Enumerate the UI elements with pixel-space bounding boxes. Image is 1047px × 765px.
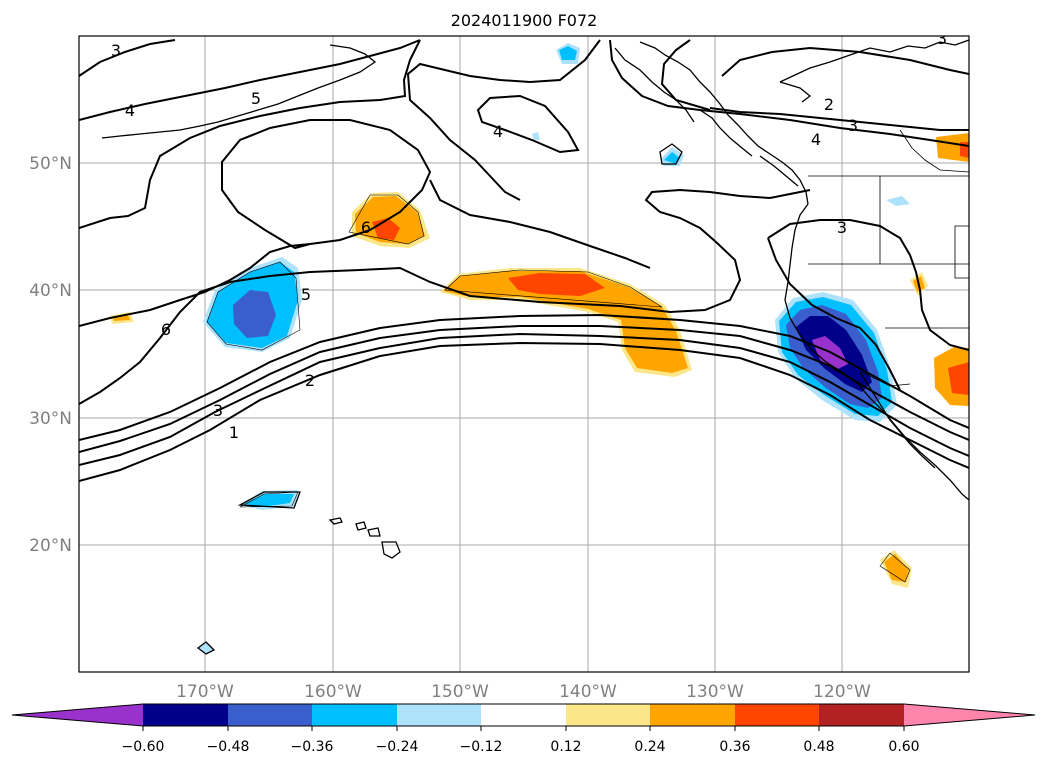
positive-anomaly-central [440, 268, 692, 377]
contour-3b [79, 313, 969, 441]
contour-label-c5-w: 5 [301, 285, 311, 304]
negative-anomaly-west [203, 257, 302, 352]
colorbar-tick-label: 0.12 [550, 739, 581, 755]
contour-3-coast [767, 219, 969, 351]
lat-label-30n: 30°N [29, 409, 72, 429]
colorbar-tick-label: −0.60 [122, 739, 165, 755]
contour-5-nw [79, 39, 421, 229]
colorbar-extend-low [12, 704, 143, 726]
map-frame [78, 35, 970, 673]
borders [808, 129, 969, 387]
longitude-labels: 170°W 160°W 150°W 140°W 130°W 120°W [176, 682, 871, 702]
contour-5-west [79, 188, 811, 405]
map-title: 2024011900 F072 [451, 11, 598, 30]
contour-label-c4-ne: 4 [811, 130, 821, 149]
latitude-labels: 50°N 40°N 30°N 20°N [29, 154, 72, 556]
contour-3-coast-b [767, 237, 901, 391]
lat-label-50n: 50°N [29, 154, 72, 174]
contour-label-c2-sw: 2 [305, 371, 315, 390]
lat-label-40n: 40°N [29, 281, 72, 301]
colorbar-tick-label: 0.48 [803, 739, 834, 755]
colorbar-tick-label: 0.24 [634, 739, 665, 755]
contour-2 [79, 332, 969, 466]
lon-label-170w: 170°W [176, 682, 234, 702]
contour-gulf-loop [406, 39, 601, 201]
colorbar-bin [481, 704, 566, 726]
contour-label-c3-ne: 3 [848, 116, 858, 135]
colorbar-extend-high [904, 704, 1035, 726]
map-panel: 3 4 5 4 6 5 6 2 3 1 2 3 4 3 3 [79, 29, 969, 672]
contour-lines [79, 39, 969, 482]
colorbar-bin [143, 704, 228, 726]
contour-label-c1-sw: 1 [229, 423, 239, 442]
contour-label-c5-n: 5 [251, 89, 261, 108]
contour-label-c3-coast: 3 [837, 218, 847, 237]
lon-label-140w: 140°W [559, 682, 617, 702]
contour-label-c6-w: 6 [161, 320, 171, 339]
lon-label-130w: 130°W [686, 682, 744, 702]
colorbar-tick-label: −0.36 [291, 739, 334, 755]
colorbar: −0.60 −0.48 −0.36 −0.24 −0.12 0.12 0.24 … [11, 703, 1036, 755]
contour-label-c3-corner: 3 [937, 29, 947, 48]
colorbar-tick-label: −0.24 [376, 739, 419, 755]
contour-3-ne [709, 107, 969, 131]
shaded-anomalies [110, 43, 969, 654]
contour-label-c3-nw: 3 [111, 41, 121, 60]
contour-label-c6-mid: 6 [361, 218, 371, 237]
contour-label-c2-ne: 2 [824, 95, 834, 114]
colorbar-bin [650, 704, 735, 726]
colorbar-bin [312, 704, 397, 726]
contour-4-ne [660, 39, 711, 111]
lon-label-160w: 160°W [304, 682, 362, 702]
positive-anomaly-east [110, 133, 969, 588]
contour-3-nw [79, 39, 176, 77]
colorbar-tick-labels: −0.60 −0.48 −0.36 −0.24 −0.12 0.12 0.24 … [122, 739, 920, 755]
colorbar-bin [819, 704, 904, 726]
colorbar-tick-label: 0.60 [888, 739, 919, 755]
coastlines [101, 39, 969, 655]
contour-6-mid [429, 179, 651, 269]
colorbar-bin [566, 704, 650, 726]
colorbar-tick-label: −0.48 [207, 739, 250, 755]
colorbar-bin [397, 704, 481, 726]
lon-label-120w: 120°W [813, 682, 871, 702]
contour-4-nw [79, 39, 421, 121]
contour-2-ne [721, 46, 969, 77]
contour-6-west [79, 119, 432, 327]
colorbar-bin [228, 704, 312, 726]
contour-5-gulf [609, 39, 969, 147]
contour-1 [79, 341, 969, 482]
colorbar-tick-label: 0.36 [719, 739, 750, 755]
contour-4-mid [476, 94, 580, 154]
contour-label-c4-nw: 4 [125, 101, 135, 120]
colorbar-ticks [142, 726, 905, 731]
contour-label-group: 3 4 5 4 6 5 6 2 3 1 2 3 4 3 3 [111, 29, 947, 442]
colorbar-bin [735, 704, 819, 726]
contour-3a [79, 325, 969, 453]
lat-label-20n: 20°N [29, 536, 72, 556]
contour-label-c3-sw: 3 [213, 401, 223, 420]
contour-label-c4-mid: 4 [493, 122, 503, 141]
lon-label-150w: 150°W [431, 682, 489, 702]
shade-outlines [206, 194, 911, 583]
colorbar-tick-label: −0.12 [460, 739, 503, 755]
